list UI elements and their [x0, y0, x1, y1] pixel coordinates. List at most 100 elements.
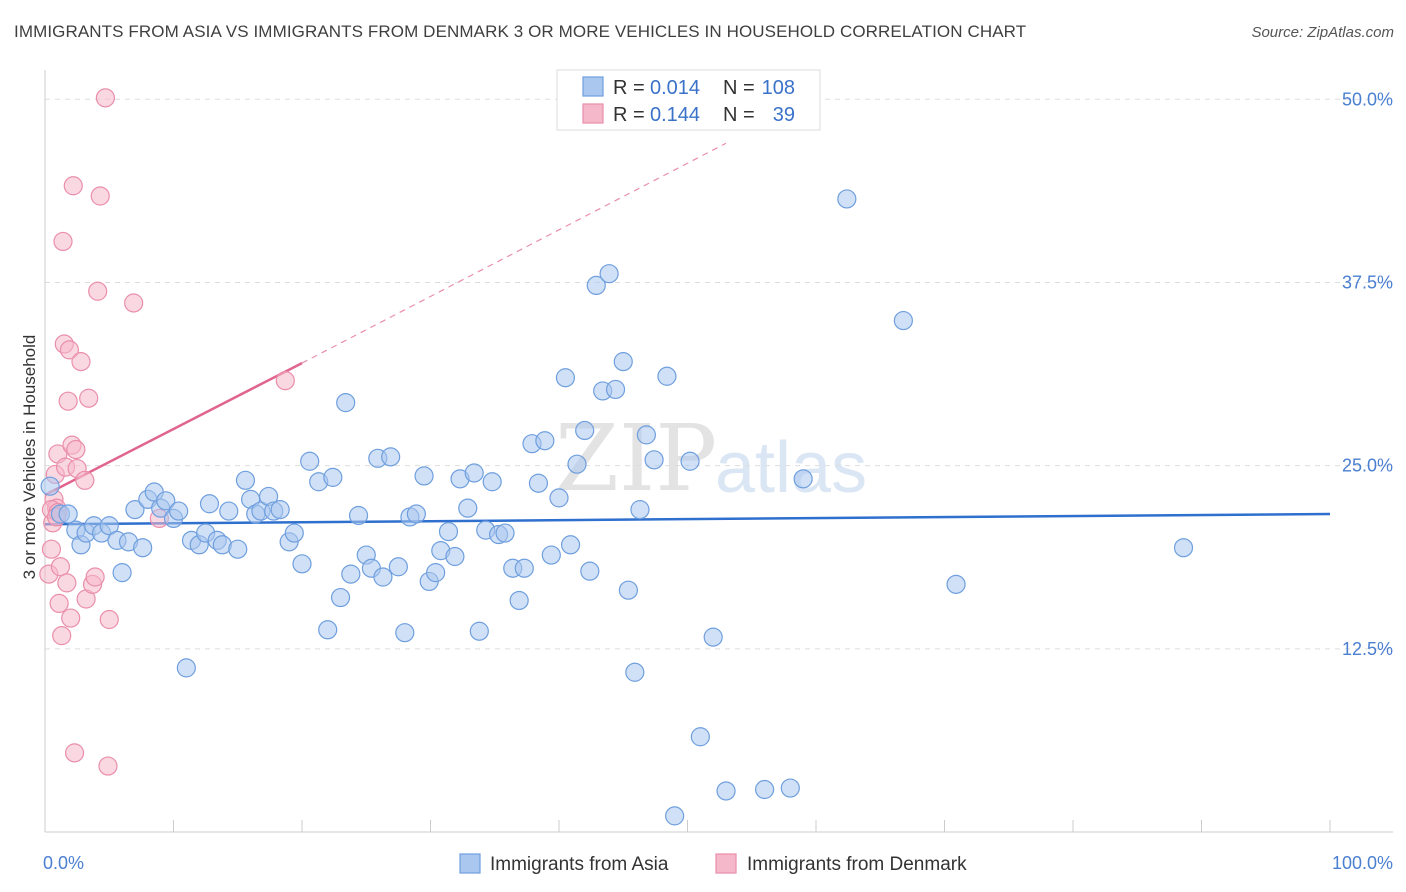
- denmark-point-19: [64, 743, 85, 763]
- asia-point-74: [528, 473, 549, 493]
- asia-point-44: [336, 393, 356, 413]
- denmark-point-31: [98, 756, 118, 776]
- denmark-point-10: [53, 231, 73, 252]
- asia-point-95: [680, 451, 700, 471]
- asia-point-92: [644, 450, 664, 470]
- x-tick-label-right: 100.0%: [1332, 853, 1393, 873]
- bottom-legend-swatch-asia: [459, 853, 481, 874]
- asia-point-35: [270, 500, 290, 520]
- asia-point-0: [40, 476, 60, 496]
- asia-point-79: [560, 535, 581, 555]
- asia-point-69: [495, 523, 515, 543]
- asia-point-85: [599, 264, 619, 284]
- denmark-point-20: [66, 439, 86, 460]
- legend-asia-n-value: 108: [762, 77, 795, 99]
- asia-point-41: [318, 620, 338, 640]
- asia-point-58: [426, 563, 446, 583]
- denmark-point-35: [275, 371, 295, 391]
- asia-point-63: [458, 498, 478, 518]
- denmark-point-29: [90, 186, 110, 206]
- chart-title: IMMIGRANTS FROM ASIA VS IMMIGRANTS FROM …: [14, 22, 1027, 41]
- asia-point-45: [341, 564, 361, 584]
- asia-point-42: [323, 467, 343, 487]
- denmark-point-9: [52, 626, 72, 646]
- denmark-point-28: [88, 281, 108, 301]
- denmark-point-15: [59, 340, 80, 360]
- asia-point-97: [703, 627, 723, 647]
- asia-point-12: [125, 500, 145, 520]
- asia-point-37: [284, 523, 304, 543]
- denmark-point-25: [79, 388, 99, 408]
- asia-point-27: [219, 501, 239, 521]
- asia-point-104: [946, 574, 966, 594]
- denmark-point-23: [75, 470, 95, 490]
- legend-denmark-n-value: 39: [773, 104, 795, 126]
- denmark-point-22: [71, 352, 91, 372]
- asia-point-90: [630, 500, 650, 520]
- legend-denmark-n-label: N =: [723, 104, 755, 126]
- asia-point-64: [464, 463, 484, 483]
- denmark-point-16: [61, 608, 81, 628]
- y-tick-label-2: 37.5%: [1342, 272, 1393, 292]
- asia-point-88: [618, 580, 638, 600]
- asia-point-76: [541, 545, 561, 565]
- asia-point-51: [381, 447, 401, 467]
- asia-point-39: [300, 451, 320, 471]
- x-tick-label-left: 0.0%: [43, 853, 84, 873]
- asia-point-24: [199, 494, 220, 514]
- legend-asia-r-label: R =: [613, 77, 645, 99]
- asia-point-52: [388, 557, 408, 577]
- y-tick-label-0: 12.5%: [1342, 639, 1393, 659]
- asia-point-100: [780, 778, 800, 798]
- y-axis-label: 3 or more Vehicles in Household: [20, 335, 39, 580]
- asia-point-96: [690, 727, 710, 747]
- asia-point-65: [469, 621, 489, 641]
- legend-asia-r-value: 0.014: [650, 77, 700, 99]
- denmark-point-8: [50, 557, 71, 577]
- asia-point-53: [395, 623, 415, 643]
- asia-point-102: [837, 189, 857, 209]
- denmark-point-27: [85, 567, 105, 587]
- legend-denmark-r-value: 0.144: [650, 104, 700, 126]
- bottom-legend: Immigrants from Asia Immigrants from Den…: [459, 853, 967, 875]
- denmark-point-30: [95, 88, 115, 108]
- axes: [44, 70, 1393, 833]
- denmark-point-18: [63, 176, 83, 196]
- asia-point-43: [330, 587, 351, 608]
- asia-trend-line: [44, 512, 1331, 526]
- bottom-legend-swatch-denmark: [715, 853, 737, 874]
- asia-point-101: [793, 469, 813, 489]
- denmark-point-7: [49, 593, 69, 614]
- asia-point-71: [509, 590, 529, 611]
- denmark-point-32: [99, 609, 119, 630]
- legend-denmark-r-label: R =: [613, 104, 645, 126]
- asia-point-75: [535, 431, 555, 451]
- bottom-legend-label-denmark: Immigrants from Denmark: [747, 854, 967, 875]
- asia-point-67: [482, 472, 502, 492]
- asia-point-82: [580, 561, 600, 581]
- asia-point-89: [625, 662, 645, 682]
- asia-point-103: [893, 310, 913, 331]
- asia-point-55: [406, 504, 426, 524]
- denmark-point-33: [124, 293, 144, 313]
- asia-point-86: [605, 379, 626, 400]
- y-tick-label-1: 25.0%: [1342, 456, 1393, 476]
- watermark-atlas: atlas: [715, 428, 867, 508]
- asia-point-56: [414, 466, 434, 486]
- asia-point-94: [665, 806, 685, 826]
- asia-point-61: [445, 546, 465, 567]
- denmark-trend-extension: [301, 142, 727, 364]
- asia-point-105: [1173, 538, 1194, 558]
- legend-swatch-asia: [582, 76, 604, 97]
- asia-point-93: [657, 366, 677, 386]
- asia-point-10: [112, 563, 132, 583]
- asia-point-38: [292, 554, 312, 574]
- legend-asia-n-label: N =: [723, 77, 755, 99]
- asia-point-17: [156, 491, 176, 511]
- asia-point-13: [133, 538, 153, 558]
- points-asia: [40, 189, 1194, 826]
- asia-point-78: [555, 368, 576, 388]
- legend-box: R = 0.014 N = 108 R = 0.144 N = 39: [556, 69, 821, 131]
- y-tick-labels: 12.5% 25.0% 37.5% 50.0%: [1342, 89, 1393, 659]
